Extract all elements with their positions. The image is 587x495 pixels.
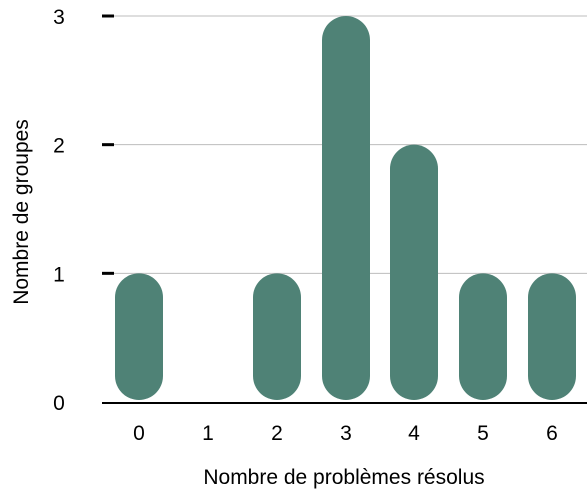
bar [390, 144, 438, 400]
x-tick-label: 3 [340, 422, 352, 445]
bar [115, 273, 163, 400]
y-axis-title: Nombre de groupes [10, 119, 33, 305]
x-tick-label: 2 [271, 422, 283, 445]
x-tick-label: 5 [477, 422, 489, 445]
x-tick-labels: 0 1 2 3 4 5 6 [133, 422, 558, 445]
x-tick-label: 1 [202, 422, 214, 445]
x-tick-label: 6 [546, 422, 558, 445]
y-tick-label: 2 [53, 135, 65, 158]
y-tick-label: 0 [53, 392, 65, 415]
bar [253, 273, 301, 400]
y-tick-label: 1 [53, 263, 65, 286]
x-tick-label: 4 [408, 422, 420, 445]
x-tick-label: 0 [133, 422, 145, 445]
y-tick-labels: 0 1 2 3 [53, 6, 65, 415]
bars [115, 16, 576, 400]
axes [102, 14, 587, 404]
bar [322, 16, 370, 400]
bar [459, 273, 507, 400]
bar [528, 273, 576, 400]
y-tick-label: 3 [53, 6, 65, 29]
x-axis-title: Nombre de problèmes résolus [203, 466, 484, 489]
